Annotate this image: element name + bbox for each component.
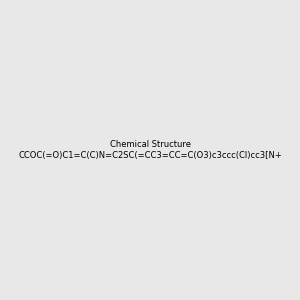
Text: Chemical Structure
CCOC(=O)C1=C(C)N=C2SC(=CC3=CC=C(O3)c3ccc(Cl)cc3[N+: Chemical Structure CCOC(=O)C1=C(C)N=C2SC… xyxy=(18,140,282,160)
